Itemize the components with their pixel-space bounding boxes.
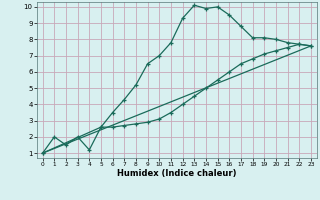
X-axis label: Humidex (Indice chaleur): Humidex (Indice chaleur) xyxy=(117,169,236,178)
